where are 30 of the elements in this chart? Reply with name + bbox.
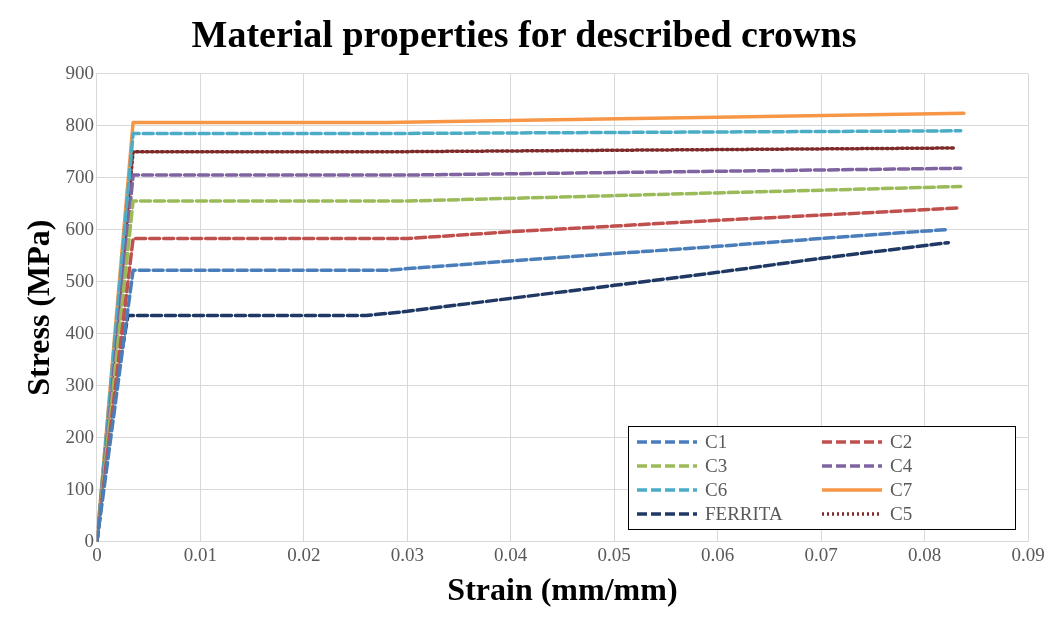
y-tick-label: 900 (65, 61, 94, 83)
y-tick-label: 600 (65, 217, 94, 239)
legend-label: C5 (890, 502, 913, 525)
y-tick-label: 200 (65, 425, 94, 447)
chart-title: Material properties for described crowns (191, 12, 857, 55)
x-tick-label: 0.04 (494, 544, 528, 566)
x-tick-label: 0.03 (390, 544, 424, 566)
y-tick-label: 0 (84, 529, 94, 551)
x-tick-label: 0.05 (597, 544, 631, 566)
legend-label: C2 (890, 430, 913, 453)
legend-label: C6 (705, 478, 728, 501)
y-tick-label: 800 (65, 113, 94, 135)
x-tick-label: 0.01 (183, 544, 217, 566)
y-tick-label: 100 (65, 477, 94, 499)
x-tick-label: 0.07 (804, 544, 838, 566)
legend-label: C4 (890, 454, 913, 477)
x-tick-label: 0.06 (701, 544, 735, 566)
y-tick-label: 400 (65, 321, 94, 343)
x-axis-title: Strain (mm/mm) (447, 571, 678, 608)
x-tick-label: 0.08 (907, 544, 942, 566)
y-tick-label: 500 (65, 269, 94, 291)
legend-label: FERRITA (705, 502, 783, 525)
legend-label: C3 (705, 454, 728, 477)
y-tick-label: 300 (65, 373, 94, 395)
x-tick-label: 0.02 (287, 544, 321, 566)
legend-label: C7 (890, 478, 913, 501)
y-axis-title: Stress (MPa) (20, 219, 57, 396)
y-tick-label: 700 (65, 165, 94, 187)
x-tick-label: 0.09 (1011, 544, 1045, 566)
legend-label: C1 (705, 430, 728, 453)
